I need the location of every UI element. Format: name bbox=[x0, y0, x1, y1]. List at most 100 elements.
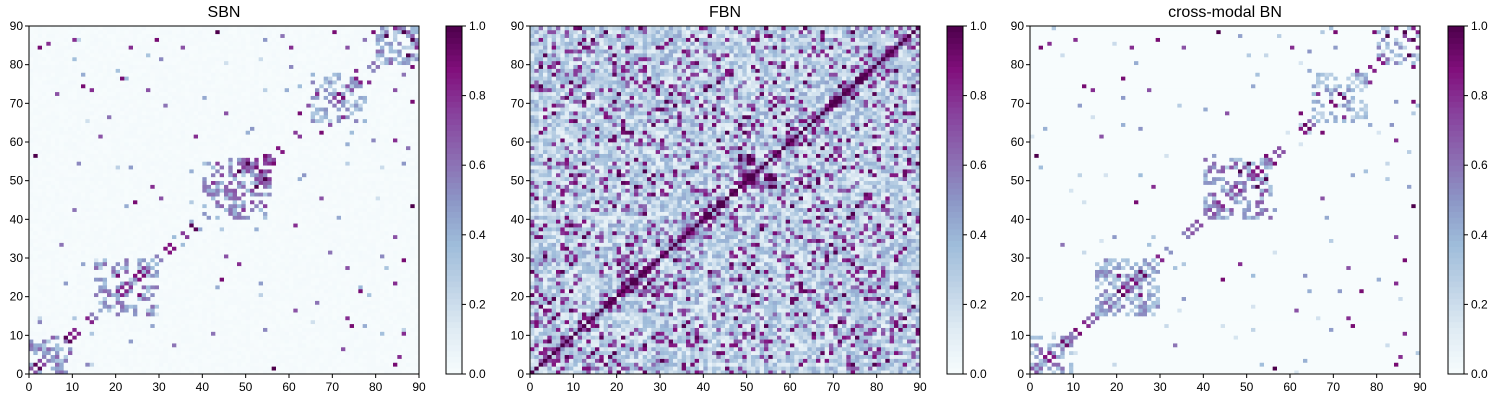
heatmap-cell bbox=[367, 227, 372, 231]
heatmap-cell bbox=[367, 208, 372, 212]
heatmap-cell bbox=[285, 281, 290, 285]
heatmap-cell bbox=[345, 196, 350, 200]
heatmap-cell bbox=[254, 243, 259, 247]
heatmap-cell bbox=[267, 281, 272, 285]
heatmap-cell bbox=[402, 316, 407, 320]
heatmap-cell bbox=[168, 270, 173, 274]
heatmap-cell bbox=[185, 289, 190, 293]
heatmap-cell bbox=[194, 331, 199, 335]
heatmap-cell bbox=[159, 289, 164, 293]
heatmap-cell bbox=[168, 250, 173, 254]
heatmap-cell bbox=[246, 281, 251, 285]
heatmap-cell bbox=[263, 219, 268, 223]
heatmap-cell bbox=[289, 343, 294, 347]
heatmap-cell bbox=[328, 347, 333, 351]
heatmap-cell bbox=[107, 254, 112, 258]
heatmap-cell bbox=[181, 243, 186, 247]
heatmap-cell bbox=[233, 192, 238, 196]
heatmap-cell bbox=[337, 262, 342, 266]
heatmap-cell bbox=[81, 339, 86, 343]
heatmap-cell bbox=[85, 165, 90, 169]
heatmap-cell bbox=[150, 312, 155, 316]
heatmap-cell bbox=[155, 351, 160, 355]
heatmap-cell bbox=[42, 362, 47, 366]
heatmap-cell bbox=[163, 366, 168, 370]
heatmap-cell bbox=[246, 273, 251, 277]
heatmap-cell bbox=[397, 297, 402, 301]
heatmap-cell bbox=[272, 250, 277, 254]
heatmap-cell bbox=[384, 188, 389, 192]
heatmap-cell bbox=[250, 165, 255, 169]
heatmap-cell bbox=[233, 366, 238, 370]
heatmap-cell bbox=[172, 157, 177, 161]
heatmap-cell bbox=[345, 204, 350, 208]
heatmap-cell bbox=[367, 196, 372, 200]
heatmap-cell bbox=[337, 270, 342, 274]
heatmap-cell bbox=[324, 281, 329, 285]
heatmap-cell bbox=[94, 297, 99, 301]
heatmap-cell bbox=[311, 219, 316, 223]
heatmap-cell bbox=[90, 270, 95, 274]
heatmap-cell bbox=[146, 262, 151, 266]
heatmap-cell bbox=[103, 301, 108, 305]
heatmap-cell bbox=[198, 316, 203, 320]
heatmap-cell bbox=[371, 304, 376, 308]
heatmap-cell bbox=[220, 239, 225, 243]
heatmap-cell bbox=[393, 254, 398, 258]
heatmap-cell bbox=[202, 289, 207, 293]
heatmap-cell bbox=[68, 308, 73, 312]
heatmap-cell bbox=[120, 331, 125, 335]
heatmap-cell bbox=[289, 359, 294, 363]
heatmap-cell bbox=[29, 204, 34, 208]
heatmap-cell bbox=[237, 362, 242, 366]
heatmap-cell bbox=[363, 161, 368, 165]
heatmap-cell bbox=[59, 192, 64, 196]
heatmap-cell bbox=[289, 335, 294, 339]
heatmap-cell bbox=[150, 324, 155, 328]
heatmap-cell bbox=[293, 266, 298, 270]
heatmap-cell bbox=[332, 223, 337, 227]
heatmap-cell bbox=[302, 188, 307, 192]
heatmap-cell bbox=[59, 212, 64, 216]
heatmap-cell bbox=[116, 359, 121, 363]
heatmap-cell bbox=[137, 231, 142, 235]
heatmap-cell bbox=[402, 239, 407, 243]
heatmap-cell bbox=[146, 281, 151, 285]
heatmap-cell bbox=[77, 351, 82, 355]
heatmap-cell bbox=[302, 173, 307, 177]
heatmap-cell bbox=[137, 223, 142, 227]
heatmap-cell bbox=[59, 188, 64, 192]
heatmap-cell bbox=[259, 173, 264, 177]
heatmap-cell bbox=[384, 177, 389, 181]
heatmap-cell bbox=[376, 192, 381, 196]
heatmap-cell bbox=[33, 192, 38, 196]
heatmap-cell bbox=[293, 173, 298, 177]
heatmap-cell bbox=[263, 223, 268, 227]
heatmap-cell bbox=[133, 192, 138, 196]
heatmap-cell bbox=[98, 335, 103, 339]
heatmap-cell bbox=[276, 231, 281, 235]
heatmap-cell bbox=[337, 219, 342, 223]
heatmap-cell bbox=[324, 219, 329, 223]
heatmap-cell bbox=[111, 177, 116, 181]
heatmap-cell bbox=[402, 258, 407, 262]
heatmap-cell bbox=[142, 266, 147, 270]
heatmap-cell bbox=[367, 250, 372, 254]
heatmap-cell bbox=[51, 281, 56, 285]
heatmap-cell bbox=[142, 331, 147, 335]
heatmap-cell bbox=[133, 359, 138, 363]
heatmap-cell bbox=[406, 270, 411, 274]
heatmap-cell bbox=[224, 173, 229, 177]
heatmap-cell bbox=[220, 351, 225, 355]
heatmap-cell bbox=[393, 161, 398, 165]
heatmap-cell bbox=[293, 254, 298, 258]
heatmap-cell bbox=[181, 254, 186, 258]
heatmap-cell bbox=[189, 239, 194, 243]
heatmap-cell bbox=[276, 262, 281, 266]
heatmap-cell bbox=[397, 343, 402, 347]
heatmap-cell bbox=[85, 281, 90, 285]
heatmap-cell bbox=[81, 285, 86, 289]
heatmap-cell bbox=[276, 273, 281, 277]
heatmap-cell bbox=[168, 320, 173, 324]
heatmap-cell bbox=[328, 185, 333, 189]
